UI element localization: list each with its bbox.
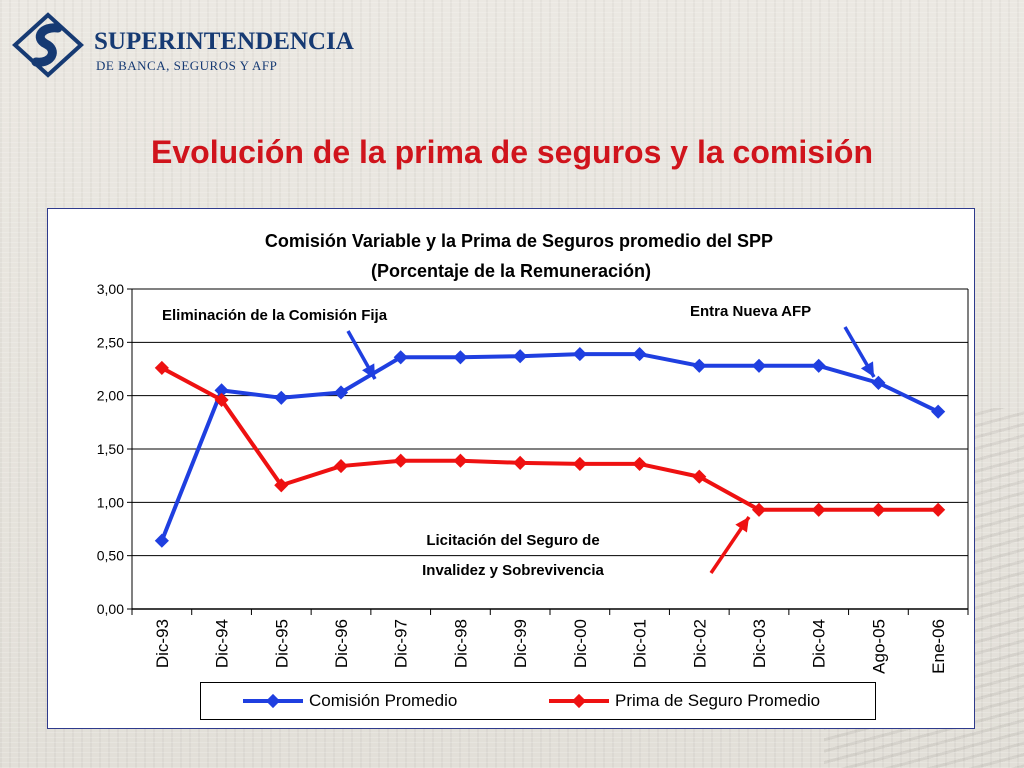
series-2-point xyxy=(214,392,229,408)
x-tick-label: Ago-05 xyxy=(869,619,888,674)
series-2-point xyxy=(154,360,169,376)
x-tick-label: Dic-00 xyxy=(571,619,590,668)
x-tick-label: Dic-99 xyxy=(511,619,530,668)
y-tick-labels: 0,00 0,50 1,00 1,50 2,00 2,50 3,00 xyxy=(97,281,124,617)
x-tick-label: Dic-94 xyxy=(213,619,232,668)
annotation-arrows xyxy=(346,326,876,574)
series-1-point xyxy=(751,358,767,373)
y-tick-label: 1,50 xyxy=(97,441,124,457)
annotation-eliminacion: Eliminación de la Comisión Fija xyxy=(162,307,388,324)
series-1-point xyxy=(871,375,886,390)
x-tick-label: Dic-02 xyxy=(690,619,709,668)
x-tick-label: Dic-03 xyxy=(750,619,769,668)
chart-frame: 0,00 0,50 1,00 1,50 2,00 2,50 3,00 Dic-93 Dic-9… xyxy=(47,208,975,729)
series-2-point xyxy=(632,456,647,472)
chart-title-line2: (Porcentaje de la Remuneración) xyxy=(371,261,651,281)
series-2-point xyxy=(393,453,408,468)
series-2-point xyxy=(811,502,826,517)
series-2-point xyxy=(871,502,886,517)
x-tick-label: Dic-93 xyxy=(153,619,172,668)
x-tick-label: Dic-95 xyxy=(272,619,291,668)
x-tick-label: Dic-98 xyxy=(451,619,470,668)
series-1-point xyxy=(572,346,587,362)
chart-title-line1: Comisión Variable y la Prima de Seguros … xyxy=(265,231,773,251)
series-1-point xyxy=(453,350,468,365)
series-1-point xyxy=(632,346,647,362)
annotation-licitacion-line2: Invalidez y Sobrevivencia xyxy=(422,562,604,579)
logo-name-line2: DE BANCA, SEGUROS Y AFP xyxy=(96,58,278,73)
chart-legend: Comisión Promedio Prima de Seguro Promed… xyxy=(200,682,876,720)
y-tick-label: 2,00 xyxy=(97,388,124,404)
annotation-nueva-afp: Entra Nueva AFP xyxy=(690,303,811,320)
y-tick-label: 1,00 xyxy=(97,494,124,510)
legend-label-comision: Comisión Promedio xyxy=(309,691,458,710)
series-1-point xyxy=(333,385,349,400)
series-1-point xyxy=(154,533,169,548)
y-tick-label: 0,50 xyxy=(97,548,124,564)
series-lines xyxy=(154,346,946,548)
series-1-point xyxy=(931,404,946,419)
arrow-nueva-afp-head xyxy=(860,361,874,377)
series-2-point xyxy=(453,453,468,468)
x-tick-label: Dic-04 xyxy=(810,619,829,668)
axes xyxy=(127,288,969,615)
logo-emblem-icon xyxy=(12,12,84,78)
legend-item-comision: Comisión Promedio xyxy=(243,683,457,719)
arrow-licitacion-head xyxy=(735,517,749,533)
x-tick-label: Dic-97 xyxy=(392,619,411,668)
legend-swatch-comision xyxy=(243,693,303,709)
series-line-1 xyxy=(159,352,940,542)
series-2-point xyxy=(931,502,946,517)
slide-title: Evolución de la prima de seguros y la co… xyxy=(151,134,873,170)
series-1-point xyxy=(214,383,229,398)
x-tick-label: Dic-96 xyxy=(332,619,351,668)
series-2-point xyxy=(274,478,289,493)
x-tick-label: Ene-06 xyxy=(929,619,948,674)
y-tick-label: 3,00 xyxy=(97,281,124,297)
series-1-point xyxy=(811,358,826,373)
series-2-point xyxy=(751,502,767,517)
x-tick-label: Dic-01 xyxy=(631,619,650,668)
legend-swatch-prima xyxy=(549,693,609,709)
legend-label-prima: Prima de Seguro Promedio xyxy=(615,691,821,710)
legend-item-prima: Prima de Seguro Promedio xyxy=(549,683,820,719)
series-2-point xyxy=(692,469,707,484)
logo: SUPERINTENDENCIA DE BANCA, SEGUROS Y AFP xyxy=(12,12,354,82)
annotation-licitacion-line1: Licitación del Seguro de xyxy=(426,532,599,549)
series-2-point xyxy=(513,455,528,470)
line-chart: 0,000,501,001,502,002,503,00 Dic-93 Dic-9… xyxy=(58,217,969,721)
x-tick-labels: Dic-93 Dic-94 Dic-95 Dic-96 Dic-97 Dic-98 Dic-… xyxy=(153,619,948,674)
series-2-point xyxy=(572,456,587,472)
y-tick-label: 2,50 xyxy=(97,334,124,350)
chart-area xyxy=(58,217,968,721)
series-1-point xyxy=(393,350,408,365)
series-line-2 xyxy=(160,366,939,512)
series-1-point xyxy=(274,390,289,405)
logo-name-line1: SUPERINTENDENCIA xyxy=(94,28,354,55)
y-tick-label: 0,00 xyxy=(97,601,124,617)
series-1-point xyxy=(692,358,707,373)
arrow-eliminacion-head xyxy=(362,363,375,379)
